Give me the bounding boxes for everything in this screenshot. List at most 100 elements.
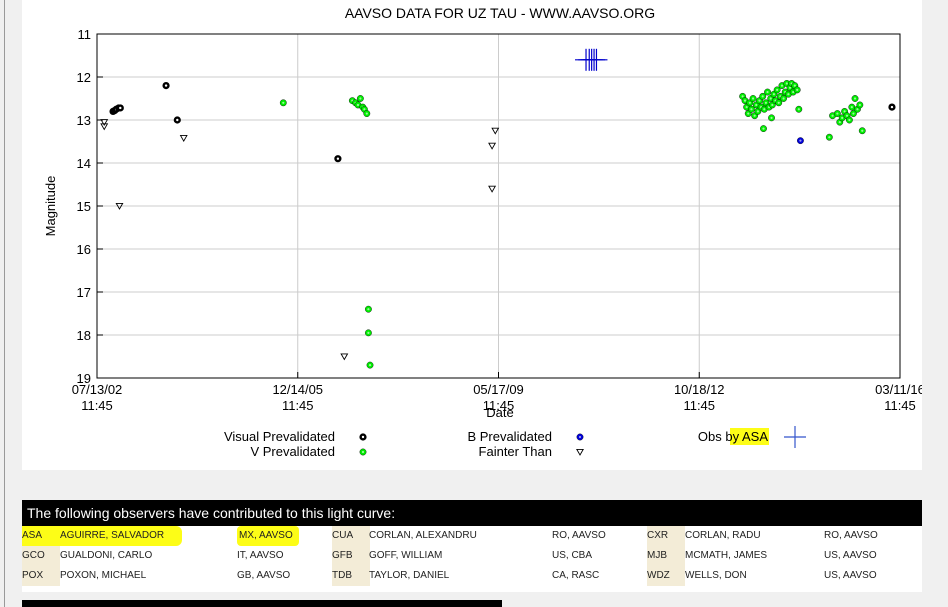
data-point [825, 133, 833, 141]
data-point [850, 110, 857, 117]
data-point [179, 135, 188, 142]
data-point [795, 105, 803, 113]
observer-code: GFB [332, 546, 370, 566]
data-point [488, 185, 497, 193]
observer-location: RO, AAVSO [824, 530, 878, 541]
legend-highlight [730, 428, 769, 445]
data-point [797, 137, 804, 145]
observer-location: US, AAVSO [824, 550, 877, 561]
y-tick-label: 11 [78, 27, 92, 42]
x-tick-date: 10/18/12 [674, 382, 725, 397]
data-point [764, 88, 771, 96]
y-tick-label: 17 [77, 285, 91, 300]
bottom-bar [22, 600, 502, 607]
legend-marker [784, 426, 806, 448]
observer-name: WELLS, DON [685, 570, 747, 581]
legend-label: Fainter Than [479, 444, 552, 459]
observer-location: GB, AAVSO [237, 570, 291, 581]
legend-label: B Prevalidated [467, 429, 552, 444]
x-tick-time: 11:45 [282, 398, 314, 413]
observer-name: CORLAN, RADU [685, 530, 761, 541]
observer-location: IT, AAVSO [237, 550, 284, 561]
legend-label: Visual Prevalidated [224, 429, 335, 444]
chart-title: AAVSO DATA FOR UZ TAU - WWW.AAVSO.ORG [345, 5, 655, 21]
legend-entry: V Prevalidated [250, 444, 367, 459]
data-point [585, 48, 608, 71]
observer-location: CA, RASC [552, 570, 600, 581]
observer-name: AGUIRRE, SALVADOR [60, 526, 183, 546]
legend-entry: Fainter Than [479, 444, 584, 459]
observer-code: MJB [647, 546, 685, 566]
observer-location: US, CBA [552, 550, 593, 561]
observer-name: TAYLOR, DANIEL [369, 570, 450, 581]
y-tick-label: 15 [77, 199, 91, 214]
series-visual-prevalidated [109, 82, 896, 163]
y-tick-label: 16 [77, 242, 91, 257]
data-point [488, 142, 497, 150]
x-tick-time: 11:45 [884, 398, 916, 413]
x-tick-time: 11:45 [483, 398, 515, 413]
data-points [100, 48, 896, 369]
data-point [116, 104, 124, 112]
legend-marker [576, 448, 584, 456]
x-ticks: 07/13/0211:4512/14/0511:4505/17/0911:451… [72, 372, 922, 413]
data-point [760, 125, 767, 133]
y-tick-label: 14 [77, 156, 91, 171]
data-point [279, 99, 287, 107]
y-ticks: 11 12 13 14 15 16 17 18 19 [77, 27, 103, 386]
legend-marker [359, 448, 367, 456]
data-point [365, 329, 372, 337]
observer-name: CORLAN, ALEXANDRU [369, 530, 477, 541]
observer-location: MX, AAVSO [237, 526, 299, 546]
y-tick-label: 13 [77, 113, 91, 128]
observer-code: CUA [332, 526, 370, 546]
x-tick-date: 07/13/02 [72, 382, 123, 397]
observer-grid: ASA AGUIRRE, SALVADOR MX, AAVSO CUA CORLAN, … [22, 526, 922, 592]
left-divider [4, 0, 5, 607]
data-point [363, 110, 371, 117]
data-point [775, 99, 783, 107]
series-obs-by-asa [575, 48, 608, 71]
observer-code: GCO [22, 546, 60, 566]
observer-location: US, AAVSO [824, 570, 877, 581]
legend-label: V Prevalidated [250, 444, 335, 459]
data-point [356, 95, 364, 102]
data-point [173, 116, 181, 124]
legend-marker [576, 433, 584, 441]
series-fainter-than [100, 119, 500, 361]
legend-entry: Visual Prevalidated [224, 429, 367, 444]
observer-code: POX [22, 566, 60, 586]
observer-panel: The following observers have contributed… [22, 500, 922, 592]
observer-code: WDZ [647, 566, 685, 586]
observer-code: CXR [647, 526, 685, 546]
observer-name: GOFF, WILLIAM [369, 550, 443, 561]
data-point [768, 114, 775, 122]
data-point [491, 127, 500, 135]
observer-location: RO, AAVSO [552, 530, 606, 541]
observer-code: TDB [332, 566, 370, 586]
series-v-prevalidated [279, 80, 866, 369]
data-point [851, 95, 859, 102]
data-point [100, 119, 109, 127]
data-point [856, 101, 864, 109]
data-point [115, 202, 124, 210]
data-point [858, 127, 866, 135]
chart-svg: AAVSO DATA FOR UZ TAU - WWW.AAVSO.ORG 11… [43, 5, 922, 459]
data-point [366, 361, 374, 369]
data-point [833, 110, 841, 117]
data-point [846, 116, 853, 124]
data-point [780, 95, 787, 102]
y-tick-label: 18 [77, 328, 91, 343]
x-tick-date: 03/11/16 [875, 382, 922, 397]
data-point [100, 123, 109, 131]
data-point [162, 82, 170, 90]
x-tick-date: 05/17/09 [473, 382, 524, 397]
data-point [334, 155, 342, 163]
x-tick-time: 11:45 [683, 398, 715, 413]
left-margin [0, 0, 22, 607]
series-b-prevalidated [797, 137, 804, 145]
data-point [749, 95, 757, 102]
observer-name: GUALDONI, CARLO [60, 550, 153, 561]
observer-name: POXON, MICHAEL [60, 570, 147, 581]
